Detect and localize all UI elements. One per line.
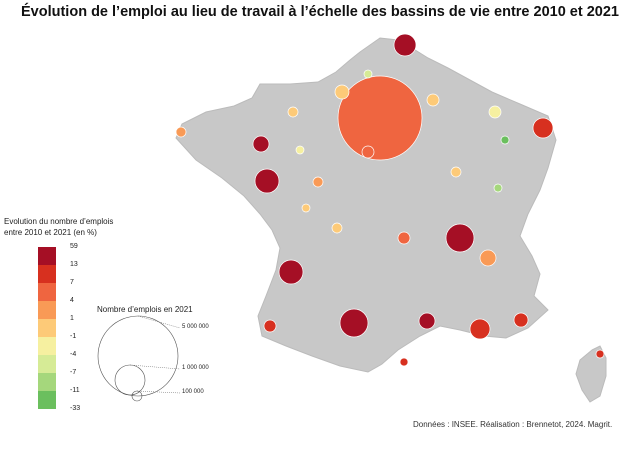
size-label-5000000: 5 000 000 [182, 324, 209, 330]
size-legend [97, 315, 181, 402]
color-class-swatch [38, 337, 56, 355]
color-class-swatch [38, 391, 56, 409]
color-legend-title: Evolution du nombre d’emplois entre 2010… [4, 216, 113, 238]
bubble-rennes [252, 135, 270, 153]
size-legend-title: Nombre d’emplois en 2021 [97, 305, 193, 314]
france-mainland [175, 37, 557, 373]
bubble-strasbourg [532, 117, 554, 139]
bubble-tours [312, 176, 324, 188]
color-class-label: 7 [70, 279, 74, 286]
bubble-lyon [445, 223, 475, 253]
color-class-swatch [38, 319, 56, 337]
color-class-swatch [38, 283, 56, 301]
color-scale [38, 247, 56, 409]
bubble-paris [337, 75, 423, 161]
color-class-swatch [38, 301, 56, 319]
color-class-label: -11 [70, 387, 80, 394]
color-class-label: -4 [70, 351, 77, 358]
bubble-nice [513, 312, 529, 328]
color-class-swatch [38, 373, 56, 391]
bubble-perpignan [399, 357, 409, 367]
bubble-bayonne [263, 319, 277, 333]
bubble-dijon [450, 166, 462, 178]
bubble-bordeaux [278, 259, 304, 285]
color-class-label: 1 [70, 315, 74, 322]
bubble-poitiers [301, 203, 311, 213]
bubble-metz [488, 105, 502, 119]
bubble-amiens [363, 69, 373, 79]
credits: Données : INSEE. Réalisation : Brennetot… [413, 420, 613, 429]
bubble-orleans [361, 145, 375, 159]
bubble-lille [393, 33, 417, 57]
map-title: Évolution de l’emploi au lieu de travail… [21, 4, 619, 20]
bubble-besancon [493, 183, 503, 193]
bubble-clermont [397, 231, 411, 245]
bubble-nantes [254, 168, 280, 194]
color-legend-title-line2: entre 2010 et 2021 (en %) [4, 228, 97, 237]
employment-bubbles [175, 33, 605, 367]
bubble-rouen [334, 84, 350, 100]
bubble-marseille [469, 318, 491, 340]
color-class-label: 13 [70, 261, 78, 268]
color-class-label: 59 [70, 243, 78, 250]
size-label-100000: 100 000 [182, 389, 204, 395]
bubble-brest [175, 126, 187, 138]
color-class-label: -7 [70, 369, 77, 376]
color-class-label: -33 [70, 405, 81, 412]
bubble-lemans [295, 145, 305, 155]
bubble-montpellier [418, 312, 436, 330]
color-class-swatch [38, 265, 56, 283]
bubble-grenoble [479, 249, 497, 267]
bubble-caen [287, 106, 299, 118]
color-class-swatch [38, 355, 56, 373]
color-class-swatch [38, 247, 56, 265]
color-legend-title-line1: Evolution du nombre d’emplois [4, 217, 114, 226]
color-class-label: 4 [70, 297, 74, 304]
bubble-limoges [331, 222, 343, 234]
bubble-corsica [595, 349, 605, 359]
size-label-1000000: 1 000 000 [182, 365, 209, 371]
color-class-label: -1 [70, 333, 77, 340]
bubble-toulouse [339, 308, 369, 338]
bubble-reims [426, 93, 440, 107]
bubble-nancy [500, 135, 510, 145]
